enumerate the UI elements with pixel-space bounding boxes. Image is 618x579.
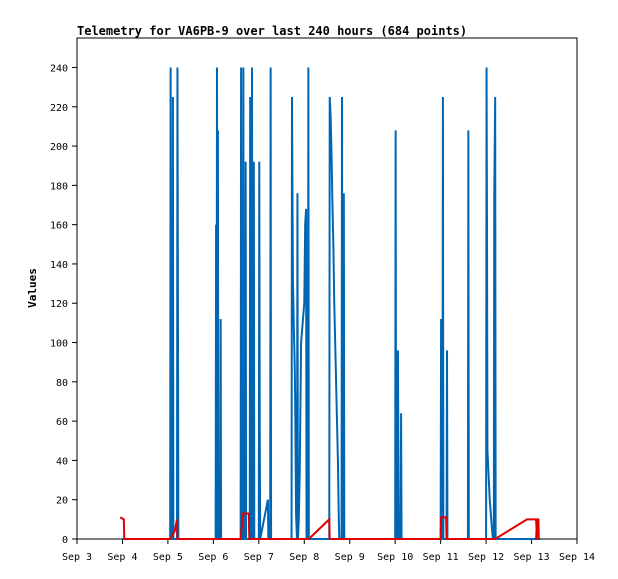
x-tick-label: Sep 3 (62, 552, 92, 563)
y-tick-label: 220 (50, 103, 68, 114)
y-tick-label: 160 (50, 221, 68, 232)
x-tick-label: Sep 4 (107, 552, 137, 563)
x-tick-label: Sep 7 (244, 552, 274, 563)
y-tick-label: 120 (50, 299, 68, 310)
y-tick-label: 180 (50, 181, 68, 192)
x-tick-label: Sep 13 (513, 552, 549, 563)
series-line-1 (122, 67, 541, 540)
plot-frame (76, 37, 578, 540)
y-tick-label: 80 (56, 378, 68, 389)
y-tick-label: 200 (50, 142, 68, 153)
x-tick-label: Sep 12 (468, 552, 504, 563)
y-axis: 0 20 40 60 80 100 120 140 160 180 200 220 240 (50, 63, 77, 546)
x-tick-label: Sep 11 (423, 552, 459, 563)
x-tick-label: Sep 6 (198, 552, 228, 563)
series-layer (119, 67, 541, 540)
y-axis-label: Values (26, 268, 39, 308)
x-tick-label: Sep 9 (335, 552, 365, 563)
chart-title: Telemetry for VA6PB-9 over last 240 hour… (77, 24, 467, 38)
x-tick-label: Sep 5 (153, 552, 183, 563)
x-tick-label: Sep 8 (289, 552, 319, 563)
y-tick-label: 40 (56, 456, 68, 467)
x-axis: Sep 3 Sep 4 Sep 5 Sep 6 Sep 7 Sep 8 Sep 9 Sep 1… (62, 539, 595, 563)
series-line-2 (119, 512, 540, 540)
x-tick-label: Sep 14 (559, 552, 595, 563)
x-tick-label: Sep 10 (377, 552, 413, 563)
y-tick-label: 140 (50, 260, 68, 271)
y-tick-label: 20 (56, 496, 68, 507)
y-tick-label: 100 (50, 339, 68, 350)
y-tick-label: 240 (50, 63, 68, 74)
y-tick-label: 0 (62, 535, 68, 546)
y-tick-label: 60 (56, 417, 68, 428)
